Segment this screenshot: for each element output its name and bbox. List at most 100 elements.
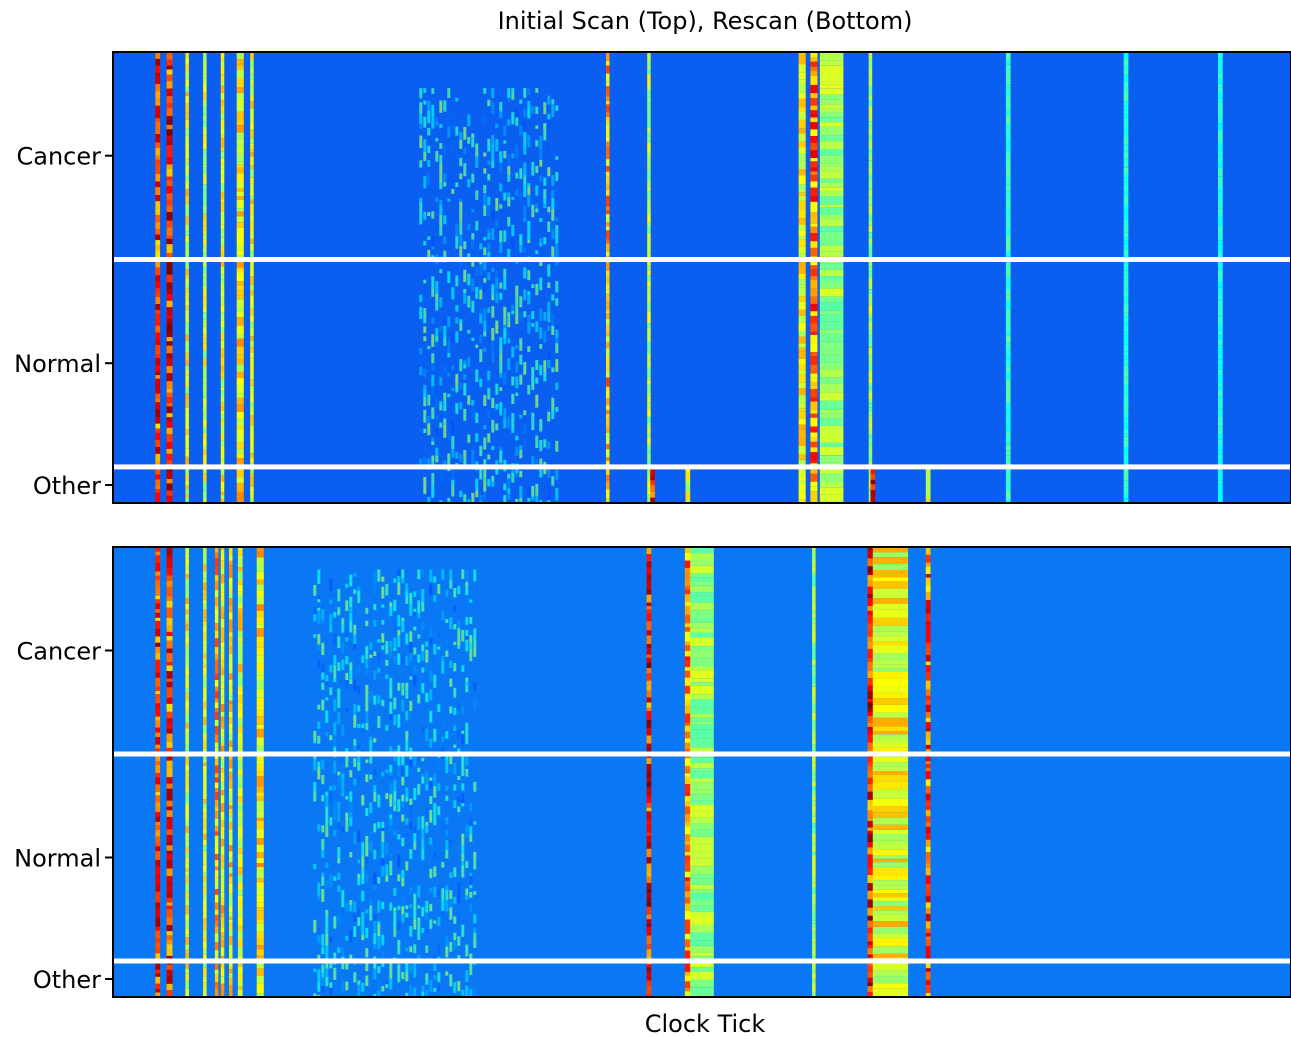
heatmap-cell <box>203 594 207 601</box>
heatmap-cell <box>214 835 219 840</box>
heatmap-cell <box>487 243 491 253</box>
heatmap-cell <box>361 795 365 806</box>
heatmap-cell <box>469 617 473 624</box>
heatmap-cell <box>256 547 264 552</box>
heatmap-cell <box>812 686 816 693</box>
heatmap-cell <box>495 383 499 395</box>
heatmap-cell <box>539 258 543 267</box>
heatmap-cell <box>203 564 207 572</box>
heatmap-cell <box>229 953 233 959</box>
heatmap-cell <box>341 895 345 908</box>
heatmap-cell <box>185 162 189 166</box>
heatmap-cell <box>256 895 264 903</box>
heatmap-cell <box>381 633 385 643</box>
heatmap-cell <box>229 619 233 628</box>
heatmap-cell <box>646 949 652 956</box>
heatmap-cell <box>155 708 161 717</box>
heatmap-cell <box>250 473 254 479</box>
heatmap-cell <box>547 212 551 217</box>
heatmap-cell <box>867 558 874 567</box>
heatmap-cell <box>393 578 397 583</box>
heatmap-cell <box>214 673 219 681</box>
heatmap-cell <box>166 697 173 704</box>
heatmap-cell <box>345 655 349 665</box>
heatmap-cell <box>475 344 479 348</box>
heatmap-cell <box>868 425 873 430</box>
heatmap-cell <box>812 655 816 661</box>
heatmap-cell <box>461 630 465 642</box>
heatmap-cell <box>925 753 931 762</box>
heatmap-cell <box>469 803 473 812</box>
heatmap-cell <box>1218 387 1223 391</box>
heatmap-cell <box>555 407 559 412</box>
heatmap-cell <box>256 771 264 777</box>
heatmap-cell <box>606 183 610 190</box>
heatmap-cell <box>203 617 207 622</box>
heatmap-cell <box>237 844 243 849</box>
heatmap-cell <box>511 304 515 311</box>
heatmap-cell <box>868 305 873 314</box>
heatmap-cell <box>256 968 264 976</box>
heatmap-cell <box>543 377 547 382</box>
heatmap-cell <box>317 994 321 997</box>
heatmap-cell <box>810 373 818 378</box>
heatmap-cell <box>236 227 244 236</box>
heatmap-cell <box>547 441 551 449</box>
heatmap-cell <box>361 723 365 729</box>
heatmap-cell <box>457 645 461 649</box>
heatmap-cell <box>463 408 467 421</box>
heatmap-cell <box>868 399 873 404</box>
heatmap-cell <box>469 599 473 603</box>
heatmap-cell <box>325 697 329 701</box>
heatmap-cell <box>868 214 873 221</box>
heatmap-cell <box>475 478 479 491</box>
heatmap-cell <box>606 141 610 147</box>
heatmap-cell <box>487 232 491 240</box>
heatmap-cell <box>684 731 691 739</box>
heatmap-cell <box>250 390 254 395</box>
heatmap-cell <box>1218 281 1223 288</box>
heatmap-cell <box>229 876 233 884</box>
heatmap-cell <box>250 290 254 296</box>
heatmap-cell <box>214 759 219 766</box>
heatmap-cell <box>349 954 353 960</box>
heatmap-cell <box>810 491 818 500</box>
heatmap-cell <box>439 182 443 190</box>
heatmap-cell <box>155 938 161 943</box>
heatmap-cell <box>203 609 207 618</box>
heatmap-cell <box>401 801 405 808</box>
heatmap-cell <box>443 182 447 187</box>
heatmap-cell <box>220 410 225 415</box>
heatmap-cell <box>872 885 909 890</box>
heatmap-cell <box>535 166 539 173</box>
heatmap-cell <box>812 712 816 721</box>
heatmap-cell <box>868 321 873 331</box>
heatmap-cell <box>646 832 652 836</box>
heatmap-cell <box>690 682 714 686</box>
heatmap-cell <box>459 201 463 214</box>
heatmap-cell <box>369 739 373 752</box>
heatmap-cell <box>417 600 421 604</box>
heatmap-cell <box>250 108 254 117</box>
heatmap-cell <box>690 810 714 818</box>
heatmap-cell <box>433 631 437 644</box>
heatmap-cell <box>185 756 189 765</box>
heatmap-cell <box>684 795 691 802</box>
heatmap-cell <box>453 725 457 731</box>
heatmap-cell <box>325 615 329 628</box>
heatmap-cell <box>220 266 225 275</box>
heatmap-cell <box>1005 151 1011 160</box>
heatmap-cell <box>155 825 161 831</box>
heatmap-cell <box>220 414 225 420</box>
heatmap-cell <box>1005 64 1011 74</box>
heatmap-cell <box>345 673 349 680</box>
heatmap-cell <box>515 473 519 478</box>
heatmap-cell <box>313 754 317 759</box>
heatmap-cell <box>166 397 173 404</box>
heatmap-cell <box>872 789 909 799</box>
heatmap-cell <box>606 310 610 314</box>
heatmap-cell <box>1218 216 1223 226</box>
heatmap-cell <box>203 312 207 320</box>
heatmap-cell <box>690 874 714 878</box>
heatmap-cell <box>1005 95 1011 103</box>
